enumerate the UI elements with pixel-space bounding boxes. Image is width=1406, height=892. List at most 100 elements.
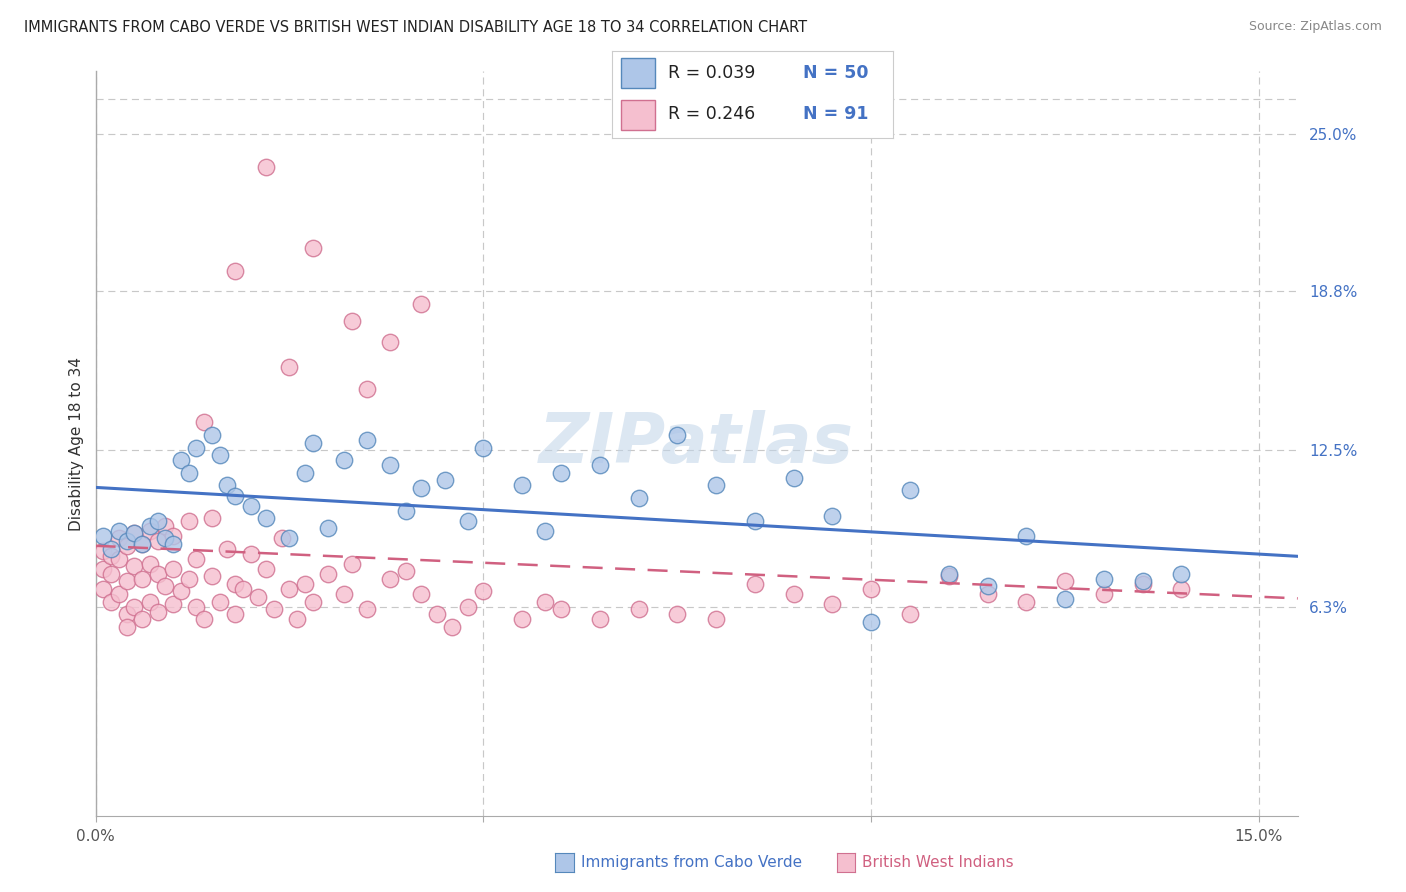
Point xyxy=(162,536,184,550)
Point xyxy=(124,526,146,541)
Point xyxy=(821,597,844,611)
Point xyxy=(131,536,153,550)
Point xyxy=(108,551,131,566)
Point xyxy=(666,607,689,622)
Point xyxy=(472,441,495,455)
Point xyxy=(589,458,612,473)
Point xyxy=(131,536,153,550)
Point xyxy=(224,577,246,591)
Point xyxy=(100,566,122,581)
Point xyxy=(782,471,804,485)
Point xyxy=(115,607,138,622)
Point xyxy=(411,587,433,601)
Bar xyxy=(621,100,655,129)
Point xyxy=(239,547,262,561)
Point xyxy=(100,541,122,556)
Point xyxy=(380,334,402,349)
Point xyxy=(395,504,418,518)
Point xyxy=(131,612,153,626)
Text: ZIPatlas: ZIPatlas xyxy=(538,410,855,477)
Point xyxy=(139,518,162,533)
Point xyxy=(162,562,184,576)
Point xyxy=(139,557,162,571)
Point xyxy=(108,532,131,546)
Point xyxy=(938,569,960,583)
Point xyxy=(115,533,138,548)
Point xyxy=(93,529,115,543)
Point xyxy=(139,594,162,608)
Point xyxy=(976,587,998,601)
Bar xyxy=(621,58,655,87)
Point xyxy=(1054,574,1077,589)
Point xyxy=(201,569,224,583)
Point xyxy=(224,607,246,622)
Point xyxy=(208,448,231,462)
Point xyxy=(627,491,650,505)
Point xyxy=(340,314,363,328)
Point xyxy=(115,574,138,589)
Point xyxy=(333,587,356,601)
Point xyxy=(224,489,246,503)
Point xyxy=(1132,577,1154,591)
Point xyxy=(1015,594,1038,608)
Point xyxy=(316,566,339,581)
Point xyxy=(263,602,285,616)
Point xyxy=(177,572,200,586)
Point xyxy=(124,599,146,614)
Point xyxy=(356,383,378,397)
Point xyxy=(301,435,323,450)
Point xyxy=(1170,566,1192,581)
Point xyxy=(1015,529,1038,543)
Point xyxy=(860,615,883,629)
Point xyxy=(124,526,146,541)
Point xyxy=(1170,582,1192,596)
Point xyxy=(278,359,301,374)
Point xyxy=(301,241,323,255)
Point xyxy=(589,612,612,626)
Text: Immigrants from Cabo Verde: Immigrants from Cabo Verde xyxy=(581,855,801,870)
Text: R = 0.246: R = 0.246 xyxy=(668,104,755,123)
Point xyxy=(162,597,184,611)
Point xyxy=(1092,572,1115,586)
Point xyxy=(380,458,402,473)
Y-axis label: Disability Age 18 to 34: Disability Age 18 to 34 xyxy=(69,357,84,531)
Point xyxy=(115,620,138,634)
Point xyxy=(93,582,115,596)
Point xyxy=(666,428,689,442)
Point xyxy=(177,466,200,480)
Point xyxy=(316,521,339,535)
Point xyxy=(301,594,323,608)
Point xyxy=(744,514,766,528)
Point xyxy=(411,481,433,495)
Point xyxy=(744,577,766,591)
Point xyxy=(186,551,208,566)
Point xyxy=(441,620,464,634)
Point xyxy=(100,549,122,563)
Point xyxy=(201,428,224,442)
Point xyxy=(550,602,572,616)
Point xyxy=(146,533,169,548)
Point xyxy=(93,544,115,558)
Point xyxy=(411,296,433,310)
Point xyxy=(1054,592,1077,607)
Point xyxy=(270,532,292,546)
Point xyxy=(340,557,363,571)
Point xyxy=(976,579,998,593)
Point xyxy=(170,584,193,599)
Point xyxy=(146,566,169,581)
Point xyxy=(93,562,115,576)
Point xyxy=(239,499,262,513)
Point xyxy=(860,582,883,596)
Point xyxy=(131,572,153,586)
Point xyxy=(254,562,277,576)
Text: R = 0.039: R = 0.039 xyxy=(668,63,755,82)
Point xyxy=(704,478,727,492)
Point xyxy=(124,559,146,574)
Point xyxy=(232,582,254,596)
Point xyxy=(938,566,960,581)
Text: N = 50: N = 50 xyxy=(803,63,869,82)
Point xyxy=(155,518,177,533)
Point xyxy=(457,599,479,614)
Point xyxy=(170,453,193,467)
Point xyxy=(108,524,131,538)
